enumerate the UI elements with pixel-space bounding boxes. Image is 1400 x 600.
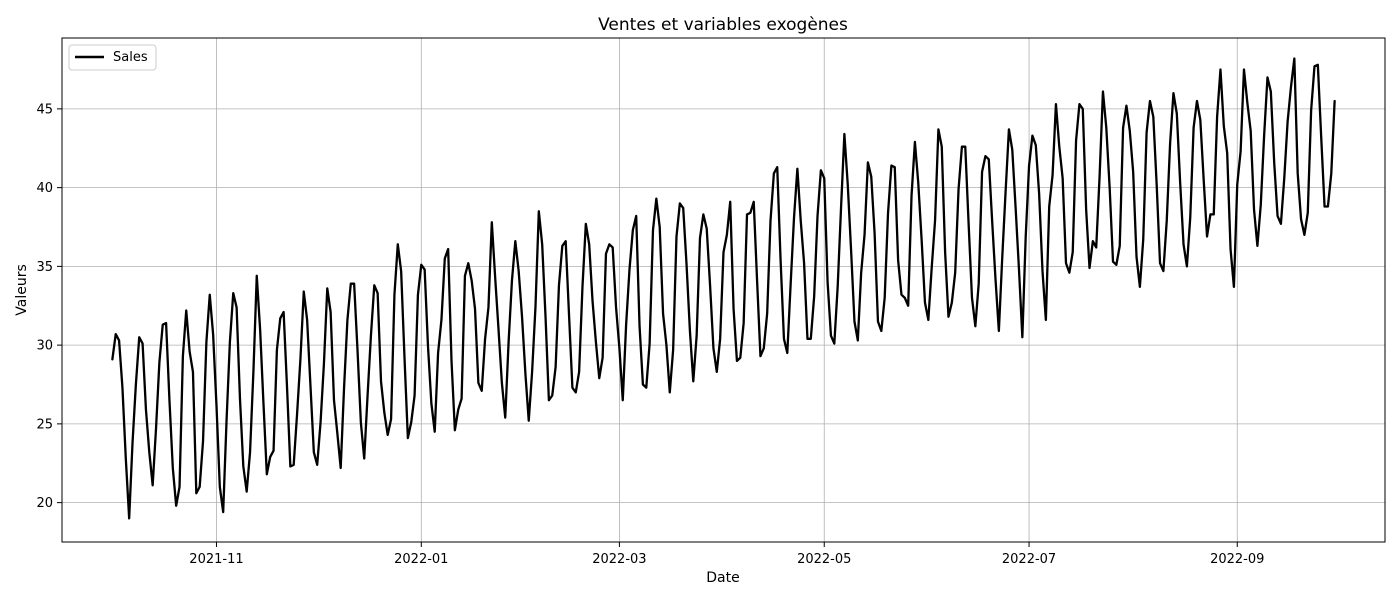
x-tick-label: 2021-11	[189, 552, 243, 567]
x-tick-label: 2022-09	[1210, 552, 1264, 567]
plot-frame	[61, 37, 1386, 543]
chart-title: Ventes et variables exogènes	[598, 15, 848, 35]
y-tick-label: 20	[36, 496, 53, 511]
legend-box	[68, 44, 157, 71]
legend-label-sales: Sales	[113, 50, 148, 65]
y-tick-label: 45	[36, 102, 53, 117]
series-layer	[111, 57, 1336, 520]
x-tick-label: 2022-01	[394, 552, 448, 567]
legend: Sales	[68, 44, 157, 71]
y-tick-label: 30	[36, 339, 53, 354]
x-tick-label: 2022-07	[1002, 552, 1056, 567]
grid	[62, 38, 1385, 542]
series-line-sales	[111, 57, 1336, 520]
x-axis: 2021-11 2022-01 2022-03 2022-05 2022-07 2022-…	[189, 542, 1264, 567]
x-tick-label: 2022-03	[592, 552, 646, 567]
x-axis-label: Date	[706, 570, 739, 586]
y-tick-label: 25	[36, 417, 53, 432]
y-axis: 20 25 30 35 40 45	[36, 102, 62, 511]
y-tick-label: 40	[36, 181, 53, 196]
y-tick-label: 35	[36, 260, 53, 275]
x-tick-label: 2022-05	[797, 552, 851, 567]
y-axis-label: Valeurs	[14, 264, 30, 316]
